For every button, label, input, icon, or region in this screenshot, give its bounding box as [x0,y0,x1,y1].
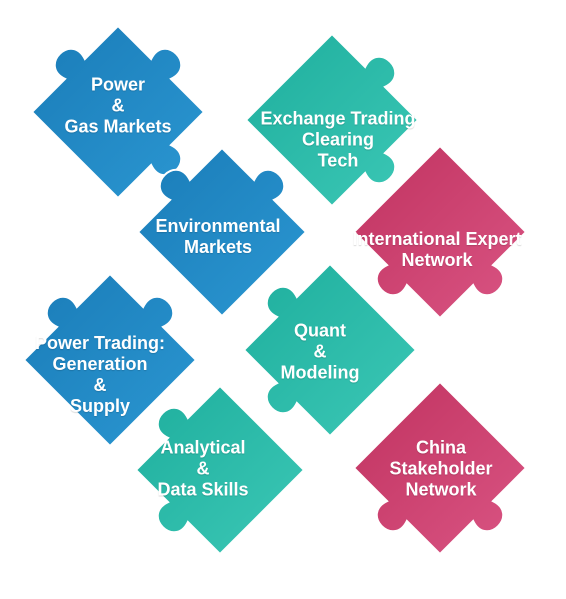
puzzle-piece-power-trading-generation-supply [22,272,198,448]
piece-label-line: & [93,375,107,395]
piece-label-international-expert-network: International Expert Network [352,229,521,271]
puzzle-piece-exchange-trading-clearing-tech [244,32,420,208]
piece-label-line: Analytical [160,437,246,458]
piece-label-line: Markets [183,237,253,257]
piece-label-line: Network [405,479,477,500]
piece-label-line: Network [401,250,473,270]
piece-label-power-gas-markets: Power & Gas Markets [64,75,171,138]
piece-label-line: Quant [294,320,346,341]
piece-label-power-trading-generation-supply: Power Trading: Generation & Supply [35,333,165,417]
piece-label-line: International Expert [352,229,522,249]
piece-label-line: Stakeholder [389,458,493,479]
piece-label-line: & [313,341,327,362]
piece-label-line: China [415,437,467,458]
puzzle-piece-quant-modeling [242,262,418,438]
piece-label-line: Power [90,74,146,95]
piece-label-china-stakeholder-network: China Stakeholder Network [389,438,492,501]
piece-label-quant-modeling: Quant & Modeling [281,321,360,384]
puzzle-piece-international-expert-network [352,144,528,320]
puzzle-piece-analytical-data-skills [134,384,306,556]
puzzle-piece-environmental-markets [136,146,308,318]
piece-label-exchange-trading-clearing-tech: Exchange Trading Clearing Tech [260,109,415,172]
piece-label-environmental-markets: Environmental Markets [155,216,280,258]
piece-label-line: Gas Markets [64,116,172,137]
piece-label-line: & [196,458,210,479]
piece-label-line: Exchange Trading [260,108,416,129]
piece-label-line: Data Skills [157,479,249,500]
piece-label-line: Tech [317,150,359,171]
piece-label-line: Power Trading: [34,333,166,353]
piece-label-line: Environmental [155,216,281,236]
piece-label-line: Modeling [280,362,360,383]
puzzle-piece-china-stakeholder-network [352,380,528,556]
piece-label-line: & [111,95,125,116]
piece-label-analytical-data-skills: Analytical & Data Skills [157,438,248,501]
piece-label-line: Supply [69,396,130,416]
piece-label-line: Generation [52,354,148,374]
piece-label-line: Clearing [301,129,375,150]
